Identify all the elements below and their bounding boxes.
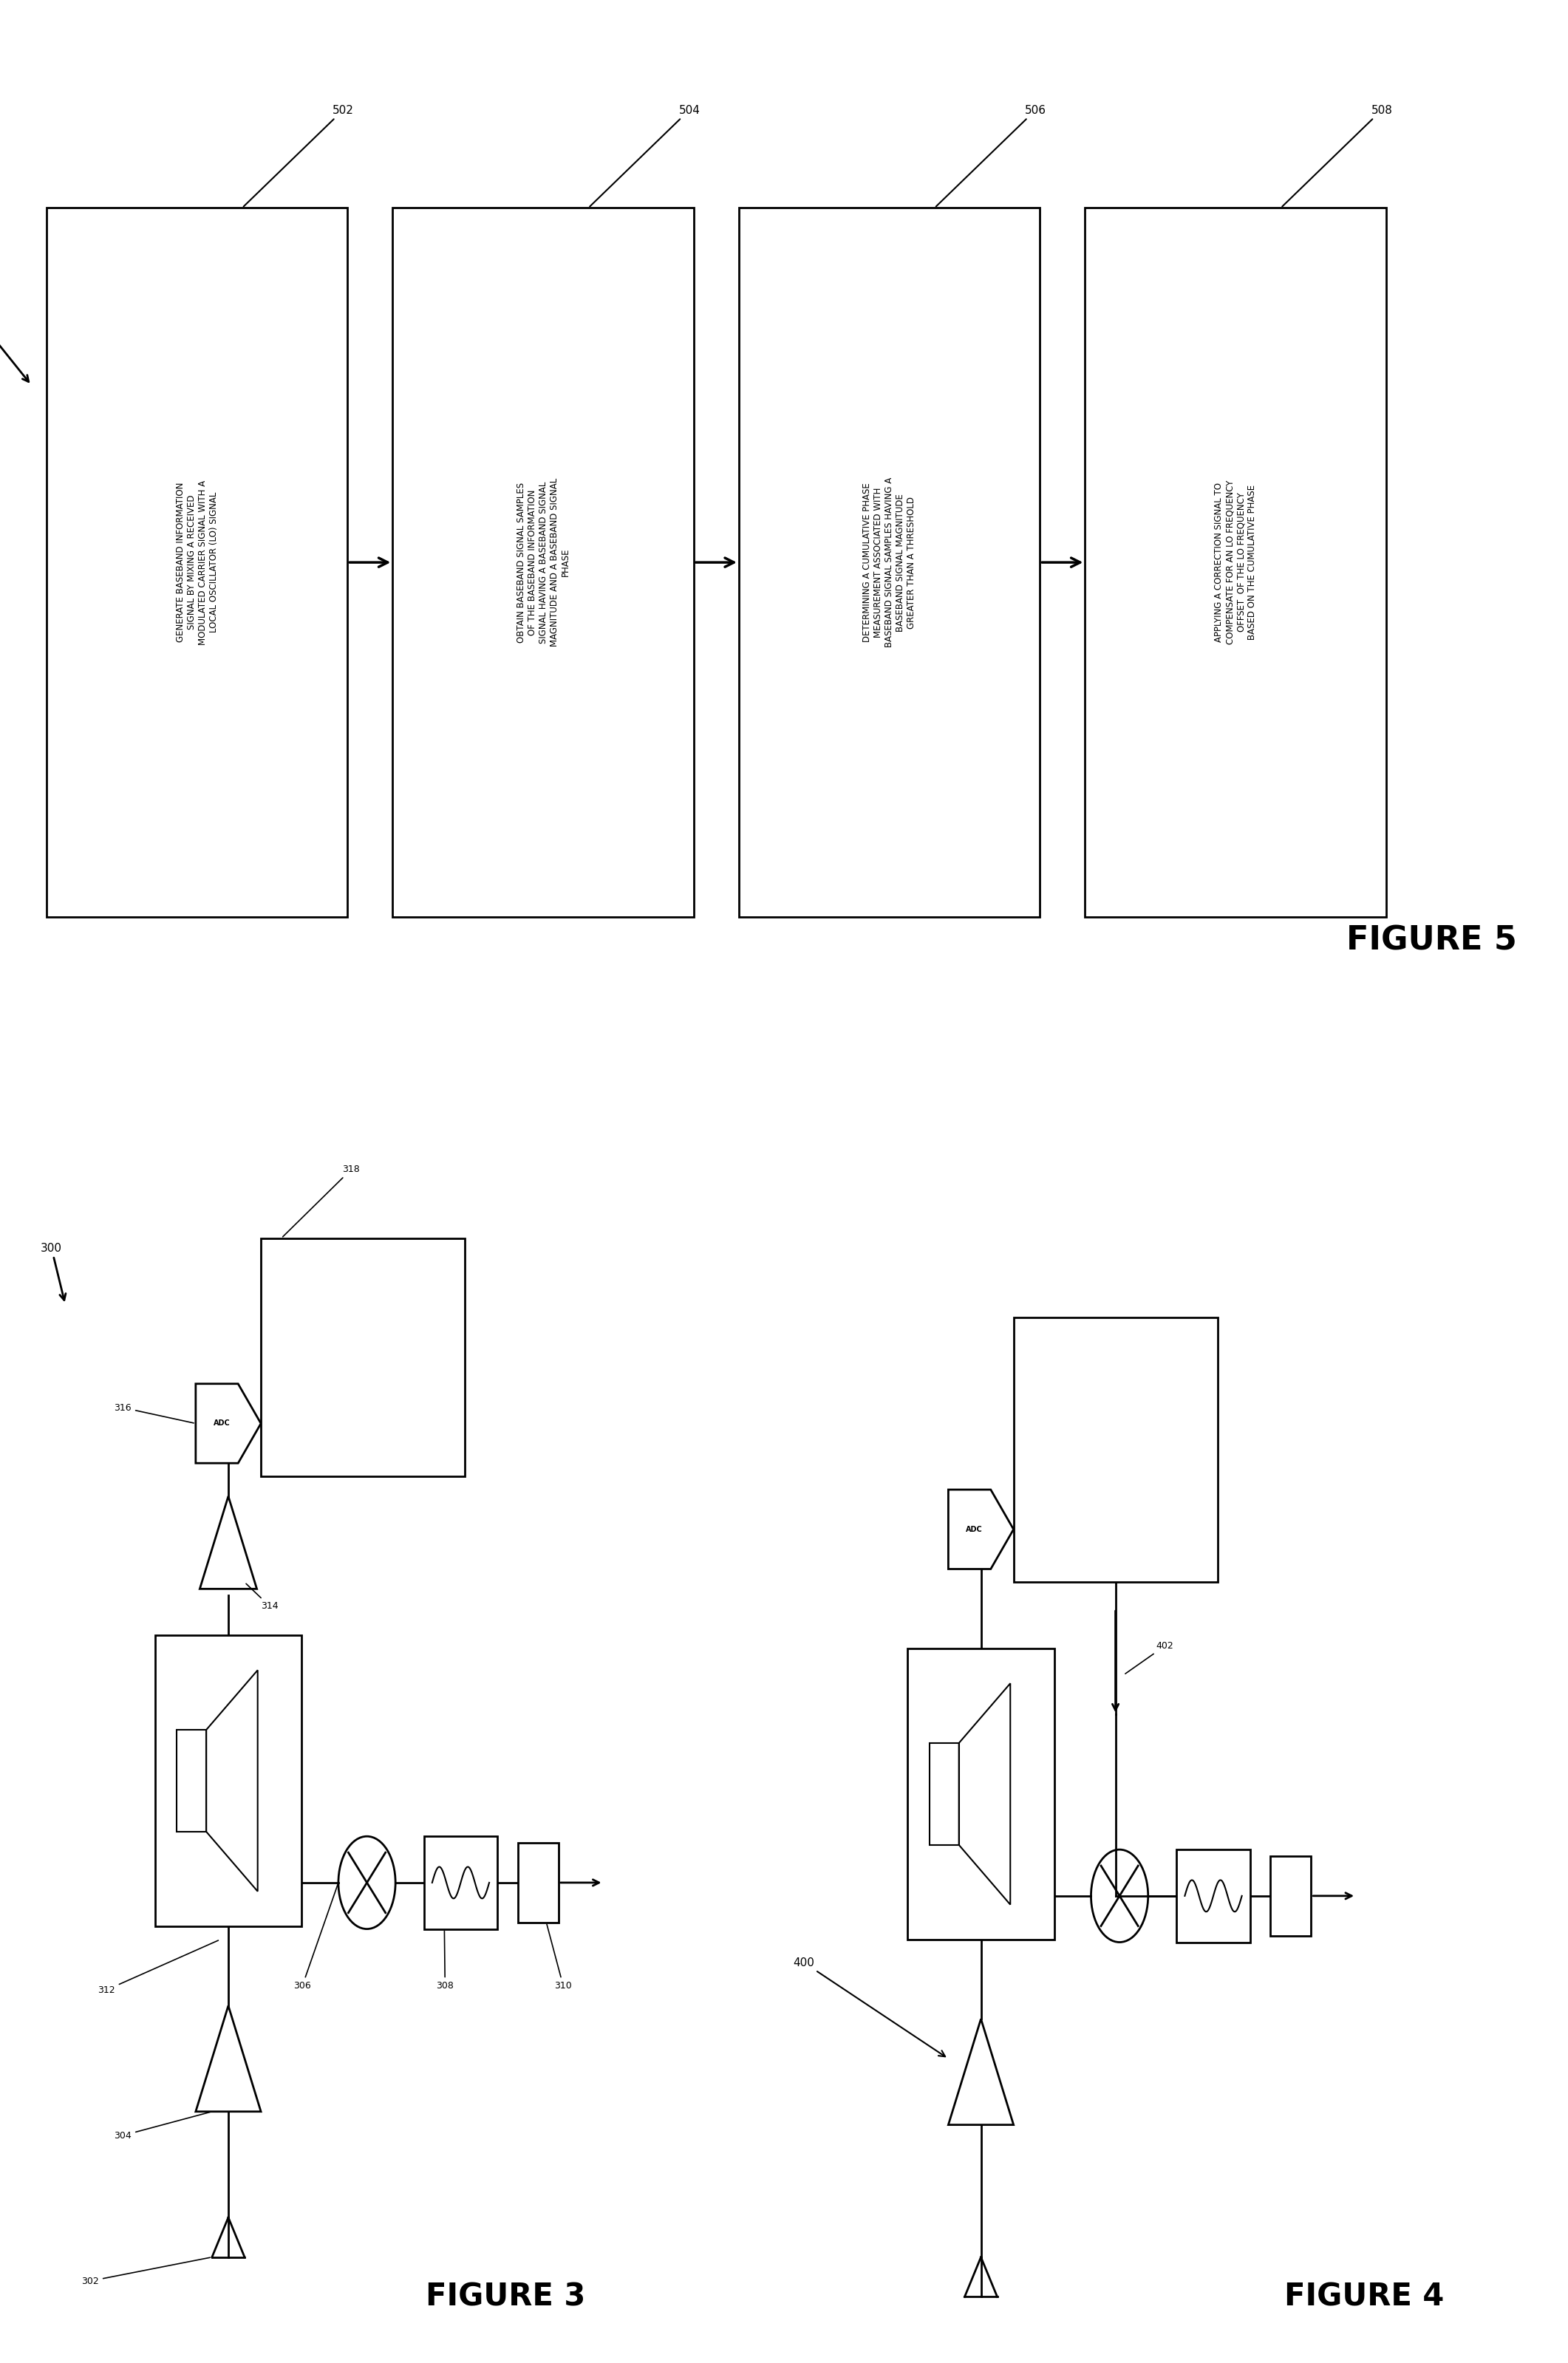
Bar: [517, 1843, 558, 1923]
Text: 310: 310: [547, 1923, 572, 1990]
Bar: [177, 1730, 207, 1831]
Bar: [47, 208, 348, 917]
Bar: [260, 1238, 464, 1477]
Bar: [739, 208, 1040, 917]
Text: 304: 304: [114, 2113, 210, 2141]
Text: GENERATE BASEBAND INFORMATION
SIGNAL BY MIXING A RECEIVED
MODULATED CARRIER SIGN: GENERATE BASEBAND INFORMATION SIGNAL BY …: [176, 480, 218, 645]
Text: 502: 502: [243, 104, 354, 206]
Bar: [1085, 208, 1386, 917]
Text: FIGURE 5: FIGURE 5: [1345, 924, 1516, 957]
Text: ADC: ADC: [213, 1420, 230, 1427]
Text: FIGURE 4: FIGURE 4: [1284, 2280, 1444, 2313]
Text: 306: 306: [293, 1886, 337, 1990]
Text: 302: 302: [82, 2257, 210, 2285]
Bar: [423, 1836, 497, 1928]
Text: 318: 318: [282, 1165, 361, 1236]
Bar: [392, 208, 693, 917]
Text: OBTAIN BASEBAND SIGNAL SAMPLES
OF THE BASEBAND INFORMATION
SIGNAL HAVING A BASEB: OBTAIN BASEBAND SIGNAL SAMPLES OF THE BA…: [516, 477, 571, 647]
Polygon shape: [949, 1489, 1013, 1569]
Bar: [1270, 1857, 1311, 1935]
Text: 500: 500: [0, 262, 28, 383]
Text: 314: 314: [246, 1583, 279, 1612]
Text: 312: 312: [97, 1940, 218, 1994]
Text: 508: 508: [1283, 104, 1392, 206]
Text: 400: 400: [793, 1957, 946, 2056]
Bar: [930, 1744, 960, 1846]
Text: 316: 316: [114, 1404, 194, 1423]
Bar: [908, 1649, 1054, 1940]
Text: 402: 402: [1126, 1640, 1174, 1673]
Polygon shape: [196, 1385, 260, 1463]
Bar: [1013, 1319, 1217, 1583]
Text: DETERMINING A CUMULATIVE PHASE
MEASUREMENT ASSOCIATED WITH
BASEBAND SIGNAL SAMPL: DETERMINING A CUMULATIVE PHASE MEASUREME…: [862, 477, 916, 647]
Text: 308: 308: [436, 1931, 453, 1990]
Text: ADC: ADC: [966, 1526, 983, 1534]
Text: 504: 504: [590, 104, 699, 206]
Bar: [1176, 1850, 1250, 1942]
Text: 300: 300: [41, 1243, 66, 1300]
Bar: [155, 1635, 301, 1926]
Text: 506: 506: [936, 104, 1046, 206]
Text: FIGURE 3: FIGURE 3: [425, 2280, 585, 2313]
Text: APPLYING A CORRECTION SIGNAL TO
COMPENSATE FOR AN LO FREQUENCY
OFFSET  OF THE LO: APPLYING A CORRECTION SIGNAL TO COMPENSA…: [1214, 480, 1258, 645]
